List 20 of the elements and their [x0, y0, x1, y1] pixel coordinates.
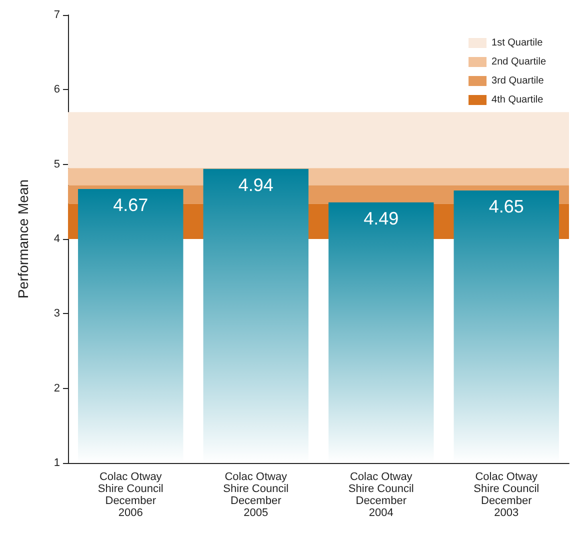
y-tick-label: 5 [54, 158, 60, 170]
y-tick-label: 4 [54, 233, 60, 245]
y-tick-label: 1 [54, 457, 60, 469]
y-tick-label: 2 [54, 382, 60, 394]
data-label: 4.65 [488, 196, 524, 216]
legend-label: 4th Quartile [492, 94, 544, 106]
legend-label: 3rd Quartile [492, 76, 544, 86]
y-tick-label: 7 [54, 9, 60, 21]
y-tick-label: 3 [54, 308, 60, 320]
data-label: 4.94 [238, 174, 274, 195]
x-tick-label: Colac Otway Shire Council December 2004 [348, 471, 414, 519]
data-label: 4.67 [113, 194, 148, 215]
legend-label: 1st Quartile [492, 38, 544, 48]
x-tick-label: Colac Otway Shire Council December 2005 [223, 471, 289, 519]
x-tick-label: Colac Otway Shire Council December 2003 [474, 471, 540, 519]
y-tick-label: 6 [54, 84, 60, 96]
y-axis-title: Performance Mean [15, 179, 31, 299]
data-label: 4.49 [364, 208, 399, 228]
x-tick-label: Colac Otway Shire Council December 2006 [98, 471, 164, 519]
legend-label: 2nd Quartile [492, 56, 546, 68]
